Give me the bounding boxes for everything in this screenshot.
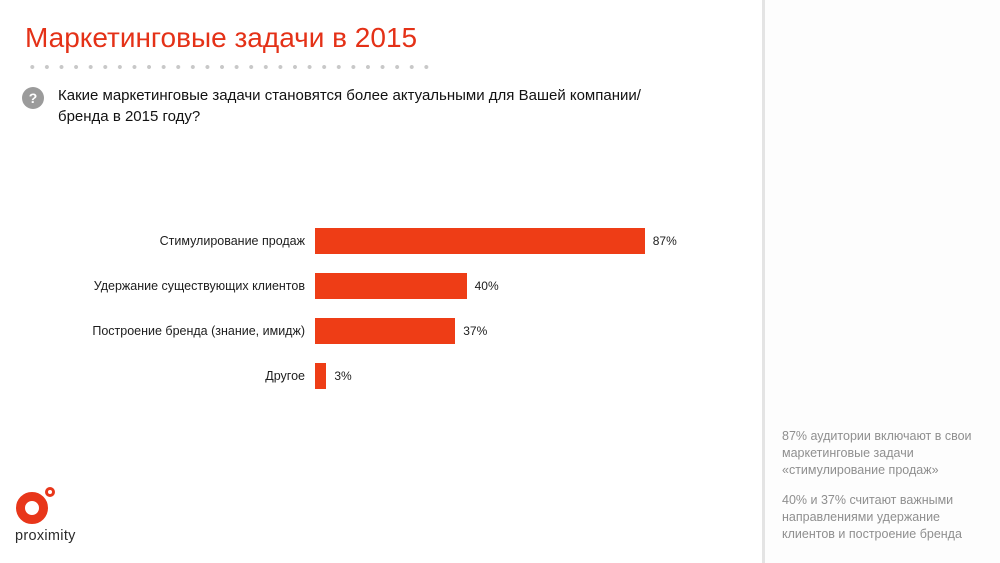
chart-row: Построение бренда (знание, имидж) 37% [25, 308, 677, 353]
question-mark-icon: ? [22, 87, 44, 109]
chart-row: Удержание существующих клиентов 40% [25, 263, 677, 308]
bar [315, 227, 645, 254]
side-panel: 87% аудитории включают в свои маркетинго… [762, 0, 1000, 563]
logo-text: proximity [15, 528, 76, 544]
logo-ring-icon [16, 492, 48, 524]
bar-label: Другое [265, 368, 305, 383]
note-text: 40% и 37% считают важными направлениями … [782, 493, 962, 541]
bar-label: Построение бренда (знание, имидж) [92, 323, 305, 338]
bar-chart: Стимулирование продаж 87% Удержание сущест… [25, 218, 677, 398]
chart-row: Стимулирование продаж 87% [25, 218, 677, 263]
dotted-divider [25, 64, 435, 70]
bar [315, 362, 327, 389]
bar [315, 317, 456, 344]
question-block: ? Какие маркетинговые задачи становятся … [22, 86, 648, 127]
question-text: Какие маркетинговые задачи становятся бо… [58, 87, 641, 125]
bar-label: Стимулирование продаж [159, 233, 305, 248]
note-text: 87% аудитории включают в свои маркетинго… [782, 429, 972, 477]
bar-value: 37% [463, 323, 488, 338]
bar-label: Удержание существующих клиентов [93, 278, 305, 293]
bar-value: 3% [334, 368, 352, 383]
page-title: Маркетинговые задачи в 2015 [25, 22, 418, 53]
proximity-logo: proximity [15, 487, 135, 547]
chart-row: Другое 3% [25, 353, 677, 398]
bar-value: 87% [652, 233, 677, 248]
bar-value: 40% [474, 278, 499, 293]
side-notes: 87% аудитории включают в свои маркетинго… [782, 428, 980, 556]
logo-degree-icon [45, 487, 55, 497]
bar [315, 272, 467, 299]
